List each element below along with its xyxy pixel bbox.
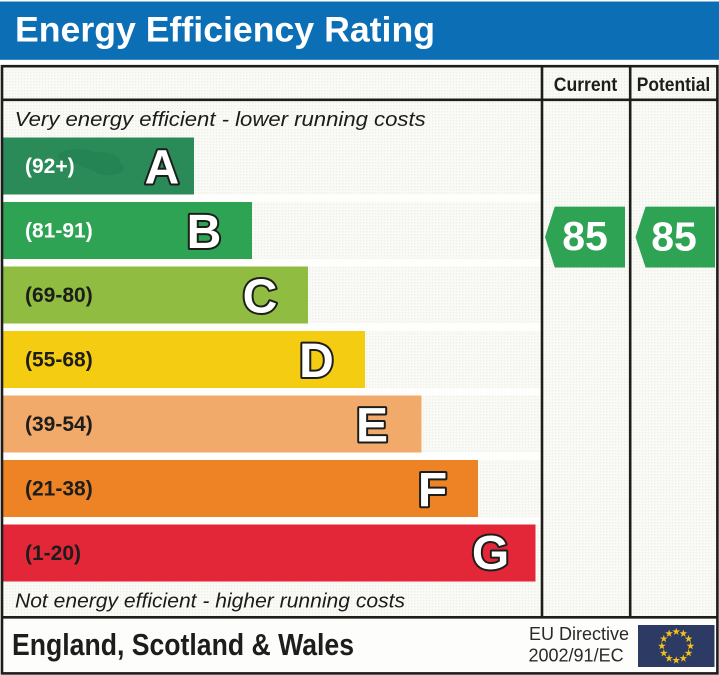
svg-text:85: 85 (651, 214, 697, 260)
svg-text:(69-80): (69-80) (25, 284, 93, 307)
svg-text:Potential: Potential (637, 74, 711, 96)
svg-text:(55-68): (55-68) (25, 349, 93, 372)
svg-text:EU Directive: EU Directive (529, 624, 629, 644)
svg-text:Current: Current (554, 74, 618, 96)
svg-text:G: G (472, 527, 509, 580)
svg-text:2002/91/EC: 2002/91/EC (529, 646, 624, 666)
svg-text:Energy Efficiency Rating: Energy Efficiency Rating (15, 11, 435, 50)
svg-text:85: 85 (562, 213, 608, 259)
svg-text:(92+): (92+) (25, 155, 75, 178)
svg-text:F: F (418, 464, 447, 517)
svg-text:B: B (187, 206, 222, 259)
svg-text:England, Scotland & Wales: England, Scotland & Wales (12, 628, 354, 662)
svg-text:(21-38): (21-38) (25, 478, 93, 501)
svg-text:Very energy efficient - lower: Very energy efficient - lower running co… (15, 109, 426, 131)
svg-text:Not energy efficient - higher: Not energy efficient - higher running co… (15, 591, 405, 613)
svg-text:C: C (243, 271, 278, 324)
svg-text:E: E (356, 400, 388, 453)
svg-text:D: D (299, 335, 334, 388)
svg-text:(81-91): (81-91) (25, 220, 93, 243)
svg-text:(1-20): (1-20) (25, 542, 81, 565)
svg-text:(39-54): (39-54) (25, 413, 93, 436)
svg-text:A: A (145, 142, 180, 195)
